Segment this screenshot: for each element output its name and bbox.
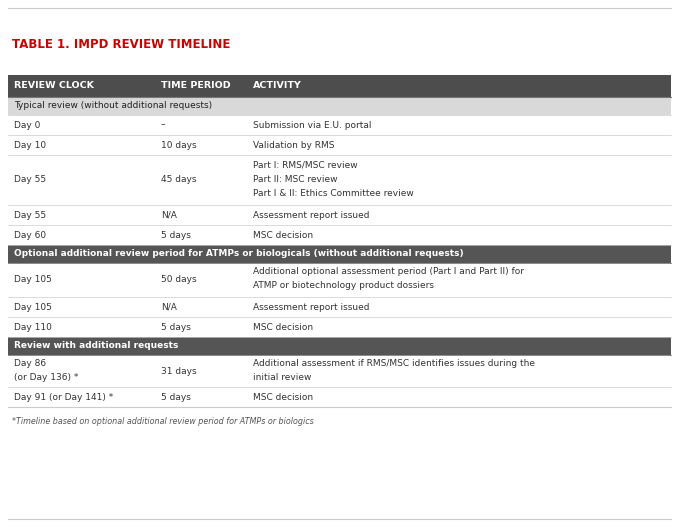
Text: initial review: initial review xyxy=(253,374,312,383)
Text: Part I & II: Ethics Committee review: Part I & II: Ethics Committee review xyxy=(253,189,414,198)
Text: TABLE 1. IMPD REVIEW TIMELINE: TABLE 1. IMPD REVIEW TIMELINE xyxy=(12,38,230,51)
Bar xyxy=(8,317,671,337)
Bar xyxy=(8,225,671,245)
Bar xyxy=(8,387,671,407)
Text: Assessment report issued: Assessment report issued xyxy=(253,302,369,311)
Bar xyxy=(8,155,671,205)
Bar xyxy=(8,205,671,225)
Text: Day 55: Day 55 xyxy=(14,210,46,220)
Text: Day 55: Day 55 xyxy=(14,175,46,184)
Text: ATMP or biotechnology product dossiers: ATMP or biotechnology product dossiers xyxy=(253,281,434,290)
Text: Day 105: Day 105 xyxy=(14,302,52,311)
Text: Validation by RMS: Validation by RMS xyxy=(253,141,335,150)
Text: Review with additional requests: Review with additional requests xyxy=(14,341,179,350)
Text: N/A: N/A xyxy=(161,302,177,311)
Text: Day 60: Day 60 xyxy=(14,230,46,239)
Bar xyxy=(8,115,671,135)
Text: Part II: MSC review: Part II: MSC review xyxy=(253,174,337,183)
Text: 5 days: 5 days xyxy=(161,230,191,239)
Text: 5 days: 5 days xyxy=(161,323,191,331)
Text: Day 105: Day 105 xyxy=(14,276,52,285)
Text: 10 days: 10 days xyxy=(161,141,197,150)
Text: Day 110: Day 110 xyxy=(14,323,52,331)
Text: Additional assessment if RMS/MSC identifies issues during the: Additional assessment if RMS/MSC identif… xyxy=(253,359,535,368)
Text: TIME PERIOD: TIME PERIOD xyxy=(161,82,231,91)
Text: Part I: RMS/MSC review: Part I: RMS/MSC review xyxy=(253,161,358,170)
Text: *Timeline based on optional additional review period for ATMPs or biologics: *Timeline based on optional additional r… xyxy=(12,417,314,426)
Bar xyxy=(8,135,671,155)
Text: MSC decision: MSC decision xyxy=(253,393,313,402)
Text: Typical review (without additional requests): Typical review (without additional reque… xyxy=(14,102,212,111)
Text: Additional optional assessment period (Part I and Part II) for: Additional optional assessment period (P… xyxy=(253,268,524,277)
Text: 45 days: 45 days xyxy=(161,175,196,184)
Text: REVIEW CLOCK: REVIEW CLOCK xyxy=(14,82,94,91)
Text: 31 days: 31 days xyxy=(161,366,197,376)
Bar xyxy=(8,297,671,317)
Text: Submission via E.U. portal: Submission via E.U. portal xyxy=(253,121,371,130)
Text: –: – xyxy=(161,121,166,130)
Text: Day 10: Day 10 xyxy=(14,141,46,150)
Text: ACTIVITY: ACTIVITY xyxy=(253,82,301,91)
Bar xyxy=(8,355,671,387)
Text: 5 days: 5 days xyxy=(161,393,191,402)
Text: Day 91 (or Day 141) *: Day 91 (or Day 141) * xyxy=(14,393,113,402)
Text: N/A: N/A xyxy=(161,210,177,220)
Text: Day 86: Day 86 xyxy=(14,359,46,368)
Text: MSC decision: MSC decision xyxy=(253,323,313,331)
Text: MSC decision: MSC decision xyxy=(253,230,313,239)
Text: Day 0: Day 0 xyxy=(14,121,40,130)
Bar xyxy=(8,97,671,115)
Text: (or Day 136) *: (or Day 136) * xyxy=(14,374,78,383)
Text: Optional additional review period for ATMPs or biologicals (without additional r: Optional additional review period for AT… xyxy=(14,249,464,259)
Text: Assessment report issued: Assessment report issued xyxy=(253,210,369,220)
Bar xyxy=(8,263,671,297)
Bar xyxy=(8,337,671,355)
Text: 50 days: 50 days xyxy=(161,276,197,285)
Bar xyxy=(8,75,671,97)
Bar xyxy=(8,245,671,263)
